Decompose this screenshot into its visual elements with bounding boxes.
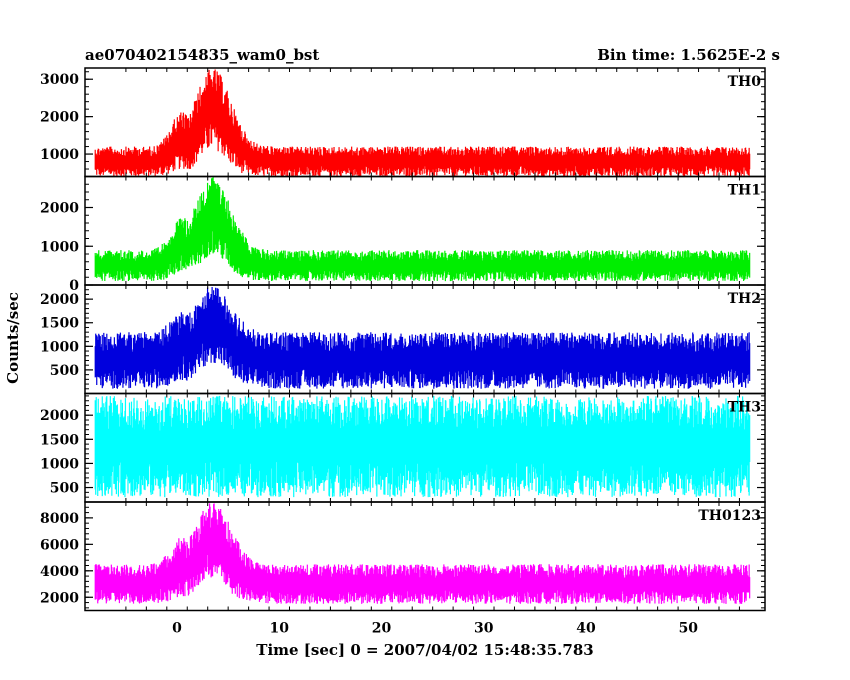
y-tick-label: 1000 [40,239,79,255]
x-tick-label: 0 [172,621,182,637]
y-tick-label: 1500 [40,316,79,332]
x-tick-label: 30 [474,621,494,637]
y-tick-label: 4000 [40,564,79,580]
panel-label-th3: TH3 [728,400,761,416]
y-tick-label: 1000 [40,339,79,355]
panel-frame [84,501,766,612]
y-tick-label: 3000 [40,72,79,88]
x-axis: 0 10 20 30 40 50 [172,621,698,637]
y-tick-label: 1500 [40,432,79,448]
x-axis-label: Time [sec] 0 = 2007/04/02 15:48:35.783 [256,641,593,659]
panels-group: 1000 2000 3000 TH0 0 1000 2000 TH1 500 1000 1500 20… [40,67,766,612]
y-tick-label: 1000 [40,147,79,163]
y-tick-label: 2000 [40,292,79,308]
y-axis-label: Counts/sec [4,292,22,384]
series-th3-line [94,395,751,498]
y-tick-label: 2000 [40,201,79,217]
x-tick-label: 40 [576,621,596,637]
chart-title-left: ae070402154835_wam0_bst [85,46,319,64]
panel-label-th2: TH2 [728,291,761,307]
panel-label-th0123: TH0123 [698,508,761,524]
x-tick-label: 50 [679,621,699,637]
chart-title-right: Bin time: 1.5625E-2 s [597,46,780,64]
y-tick-label: 1000 [40,456,79,472]
x-tick-label: 20 [372,621,392,637]
series-th1-line [94,176,751,282]
series-th0-line [94,69,751,177]
y-tick-label: 8000 [40,511,79,527]
y-tick-label: 500 [50,363,79,379]
x-tick-label: 10 [270,621,290,637]
y-tick-label: 500 [50,481,79,497]
y-tick-label: 2000 [40,110,79,126]
y-tick-label: 6000 [40,537,79,553]
y-tick-label: 2000 [40,590,79,606]
series-th2-line [94,287,751,389]
series-th0123-line [94,503,751,604]
y-tick-label: 0 [69,278,79,294]
y-tick-label: 2000 [40,408,79,424]
panel-label-th1: TH1 [728,183,761,199]
panel-label-th0: TH0 [728,74,762,90]
